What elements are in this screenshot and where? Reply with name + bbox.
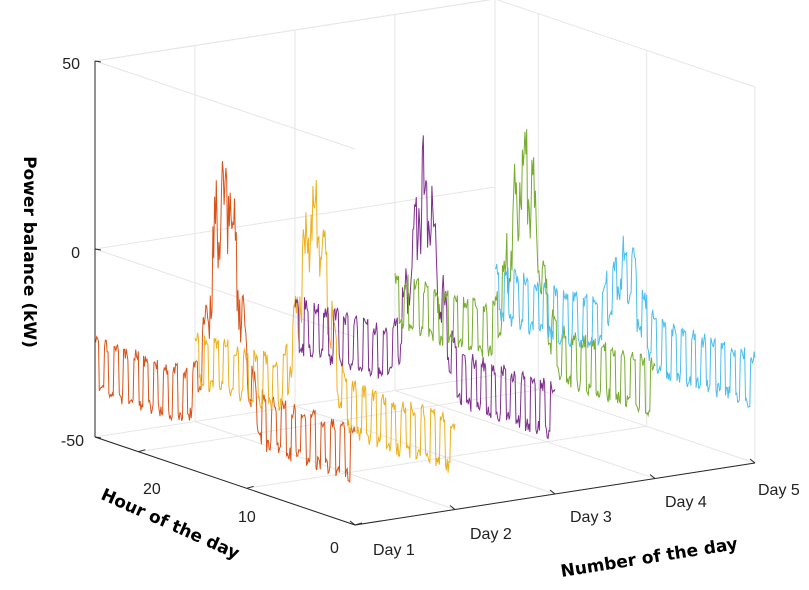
z-tick-label: -50 (61, 433, 84, 450)
day-axis-label: Number of the day (559, 534, 739, 582)
series-line-day-4 (395, 129, 655, 415)
z-tick-mark (95, 437, 101, 438)
hour-axis-label: Hour of the day (98, 485, 242, 564)
y-axis-label: Power balance (kW) (19, 156, 39, 348)
z-tick-labels: 50 0 -50 (61, 56, 84, 450)
axis-layer (95, 61, 755, 525)
day-tick-label: Day 1 (373, 542, 415, 559)
z-tick-label: 50 (62, 56, 80, 73)
series-line-day-1 (95, 161, 355, 482)
day-tick-label: Day 4 (665, 494, 707, 511)
hour-tick-label: 0 (330, 540, 339, 557)
hour-tick-label: 10 (238, 509, 256, 526)
day-tick-label: Day 2 (470, 526, 512, 543)
z-tick-mark (95, 249, 101, 250)
z-tick-label: 0 (71, 245, 80, 262)
day-tick-label: Day 5 (758, 482, 800, 499)
day-tick-label: Day 3 (570, 509, 612, 526)
hour-tick-label: 20 (143, 481, 161, 498)
grid-edge (495, 0, 755, 87)
z-tick-mark (95, 61, 101, 62)
